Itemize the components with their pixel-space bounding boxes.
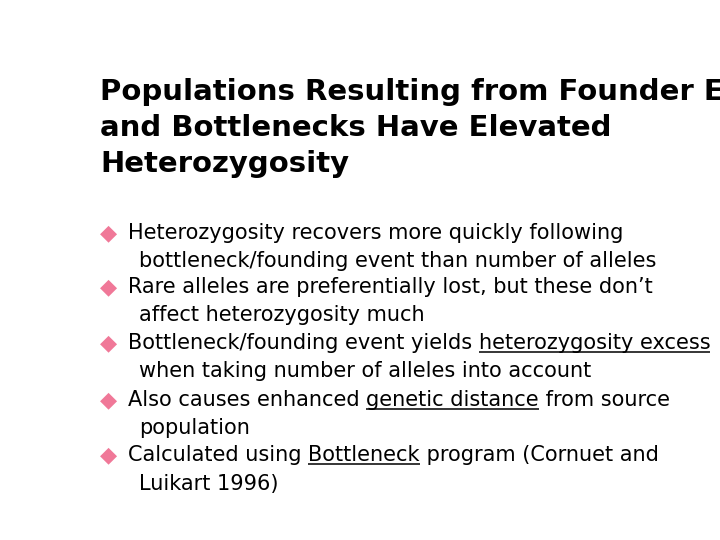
Text: program (Cornuet and: program (Cornuet and (420, 446, 659, 465)
Text: Also causes enhanced: Also causes enhanced (128, 390, 366, 410)
Text: Populations Resulting from Founder Effects: Populations Resulting from Founder Effec… (100, 78, 720, 106)
Text: ◆: ◆ (100, 223, 117, 243)
Text: bottleneck/founding event than number of alleles: bottleneck/founding event than number of… (139, 251, 657, 271)
Text: Rare alleles are preferentially lost, but these don’t: Rare alleles are preferentially lost, bu… (128, 277, 653, 297)
Text: Luikart 1996): Luikart 1996) (139, 474, 279, 494)
Text: heterozygosity excess: heterozygosity excess (479, 333, 711, 353)
Text: population: population (139, 418, 250, 438)
Text: from source: from source (539, 390, 670, 410)
Text: ◆: ◆ (100, 390, 117, 410)
Text: ◆: ◆ (100, 446, 117, 465)
Text: Heterozygosity recovers more quickly following: Heterozygosity recovers more quickly fol… (128, 223, 624, 243)
Text: affect heterozygosity much: affect heterozygosity much (139, 305, 425, 325)
Text: ◆: ◆ (100, 333, 117, 353)
Text: when taking number of alleles into account: when taking number of alleles into accou… (139, 361, 591, 381)
Text: Bottleneck: Bottleneck (308, 446, 420, 465)
Text: Bottleneck/founding event yields: Bottleneck/founding event yields (128, 333, 479, 353)
Text: Heterozygosity: Heterozygosity (100, 151, 349, 178)
Text: and Bottlenecks Have Elevated: and Bottlenecks Have Elevated (100, 114, 611, 142)
Text: Calculated using: Calculated using (128, 446, 308, 465)
Text: genetic distance: genetic distance (366, 390, 539, 410)
Text: ◆: ◆ (100, 277, 117, 297)
